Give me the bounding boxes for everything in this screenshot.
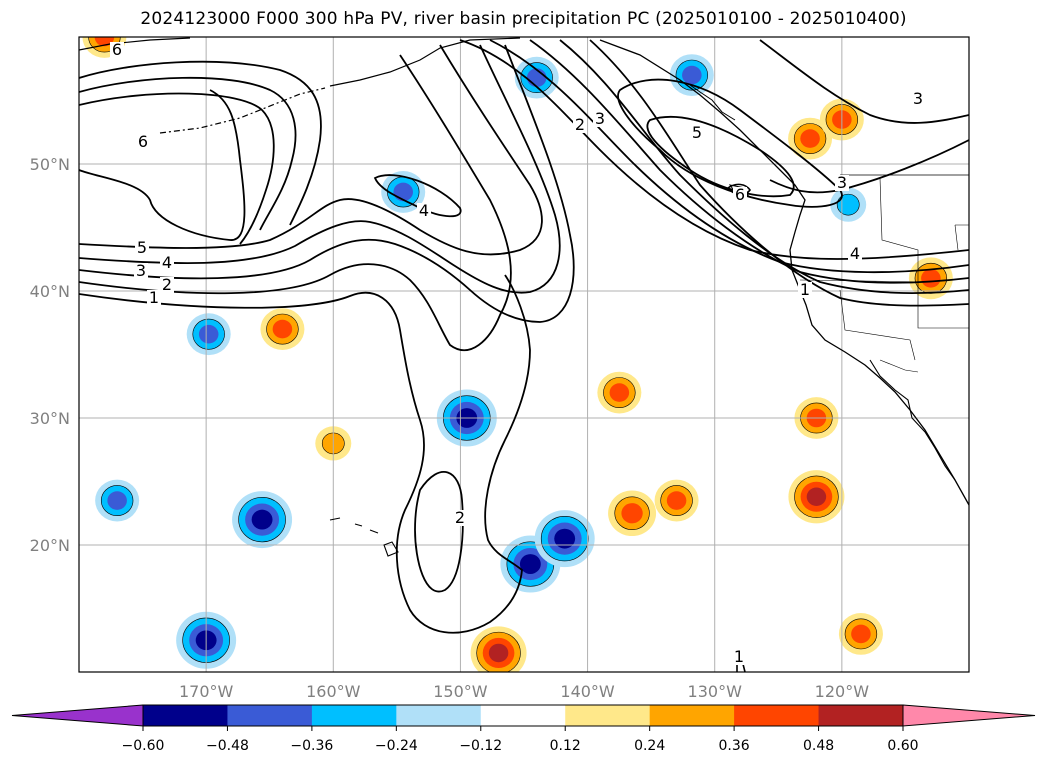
contour-label-bg xyxy=(135,240,149,256)
y-tick-label: 40°N xyxy=(30,282,70,301)
contour-label-bg xyxy=(134,263,148,279)
colorbar-tick-label: 0.60 xyxy=(887,738,918,754)
gridlines xyxy=(79,37,969,672)
precip-blob xyxy=(470,626,527,672)
contour-label-bg xyxy=(160,255,174,271)
contour-label: 5 xyxy=(692,123,702,142)
precip-blob xyxy=(838,613,883,655)
map-frame xyxy=(78,36,970,673)
x-tick-label: 150°W xyxy=(433,682,488,701)
colorbar-frame xyxy=(142,704,904,727)
x-tick-label: 160°W xyxy=(306,682,361,701)
colorbar-segment xyxy=(818,705,904,726)
contour-label-bg xyxy=(690,125,704,141)
contour-label: 3 xyxy=(913,89,923,108)
contour-label-bg xyxy=(798,282,812,298)
x-tick-label: 120°W xyxy=(815,682,870,701)
contour-label: 3 xyxy=(837,173,847,192)
contour-label-bg xyxy=(417,203,431,219)
contour-label-bg xyxy=(732,649,746,665)
colorbar-tick-label: −0.12 xyxy=(459,738,502,754)
precip-blob xyxy=(260,308,305,350)
y-tick-label: 20°N xyxy=(30,536,70,555)
contour-label: 4 xyxy=(162,253,172,272)
contour-label: 3 xyxy=(595,109,605,128)
x-tick-label: 170°W xyxy=(179,682,234,701)
colorbar-segment xyxy=(649,705,735,726)
contour-label-bg xyxy=(136,134,150,150)
precip-blob xyxy=(597,371,642,414)
y-axis: 20°N 30°N 40°N 50°N xyxy=(30,155,70,555)
contour-label: 1 xyxy=(734,647,744,666)
contour-label-bg xyxy=(835,175,849,191)
contour-label: 6 xyxy=(735,185,745,204)
precip-blob xyxy=(788,470,845,524)
x-axis: 170°W 160°W 150°W 140°W 130°W 120°W xyxy=(179,682,869,701)
precip-blobs xyxy=(82,37,953,672)
y-tick-label: 30°N xyxy=(30,409,70,428)
precip-blob xyxy=(381,171,426,213)
contour-label: 1 xyxy=(149,288,159,307)
contour-label: 6 xyxy=(112,40,122,59)
x-tick-label: 130°W xyxy=(688,682,743,701)
colorbar-segment xyxy=(734,705,820,726)
contour-label: 3 xyxy=(136,261,146,280)
contour-label: 2 xyxy=(575,115,585,134)
colorbar-tick-label: −0.36 xyxy=(290,738,333,754)
colorbar-tick-label: 0.36 xyxy=(719,738,750,754)
contour-label: 2 xyxy=(162,275,172,294)
contour-label-bg xyxy=(110,42,124,58)
contour-label-bg xyxy=(733,187,747,203)
precip-blob xyxy=(788,117,833,160)
colorbar-extend-min xyxy=(11,704,144,727)
precip-blob xyxy=(514,56,559,99)
precip-blob xyxy=(186,313,231,356)
colorbar-tick-label: 0.12 xyxy=(550,738,581,754)
precip-blob xyxy=(654,479,699,522)
colorbar-tick-label: 0.24 xyxy=(634,738,665,754)
colorbar-extend-max xyxy=(902,704,1036,727)
precip-blob xyxy=(534,510,595,568)
contour-label-bg xyxy=(593,111,607,127)
precip-blob xyxy=(608,490,657,537)
pv-contours xyxy=(79,39,969,672)
contour-label: 4 xyxy=(419,201,429,220)
colorbar: −0.60 −0.48 −0.36 −0.24 −0.12 0.12 0.24 0.36 0.4… xyxy=(11,704,1036,754)
colorbar-tick-label: 0.48 xyxy=(803,738,834,754)
precip-blob xyxy=(232,491,293,549)
colorbar-tick-label: −0.24 xyxy=(375,738,418,754)
contour-label-bg xyxy=(453,510,467,526)
colorbar-tick-label: −0.60 xyxy=(122,738,165,754)
contour-label-bg xyxy=(573,117,587,133)
contour-label-bg xyxy=(147,290,161,306)
contour-label-bg xyxy=(160,277,174,293)
y-tick-label: 50°N xyxy=(30,155,70,174)
precip-blob xyxy=(830,187,867,222)
colorbar-segment xyxy=(227,705,313,726)
colorbar-segment xyxy=(480,705,566,726)
contour-label: 4 xyxy=(850,244,860,263)
contour-label-bg xyxy=(848,246,862,262)
contour-label-bg xyxy=(911,91,925,107)
chart-title: 2024123000 F000 300 hPa PV, river basin … xyxy=(140,9,907,29)
colorbar-tick-label: −0.48 xyxy=(206,738,249,754)
contour-label: 6 xyxy=(138,132,148,151)
contour-label: 2 xyxy=(455,508,465,527)
contour-label: 1 xyxy=(800,280,810,299)
precip-blob xyxy=(95,479,140,522)
x-tick-label: 140°W xyxy=(560,682,615,701)
colorbar-segment xyxy=(311,705,397,726)
contour-label: 5 xyxy=(137,238,147,257)
colorbar-segment xyxy=(396,705,482,726)
colorbar-segment xyxy=(143,705,228,726)
colorbar-segment xyxy=(565,705,651,726)
